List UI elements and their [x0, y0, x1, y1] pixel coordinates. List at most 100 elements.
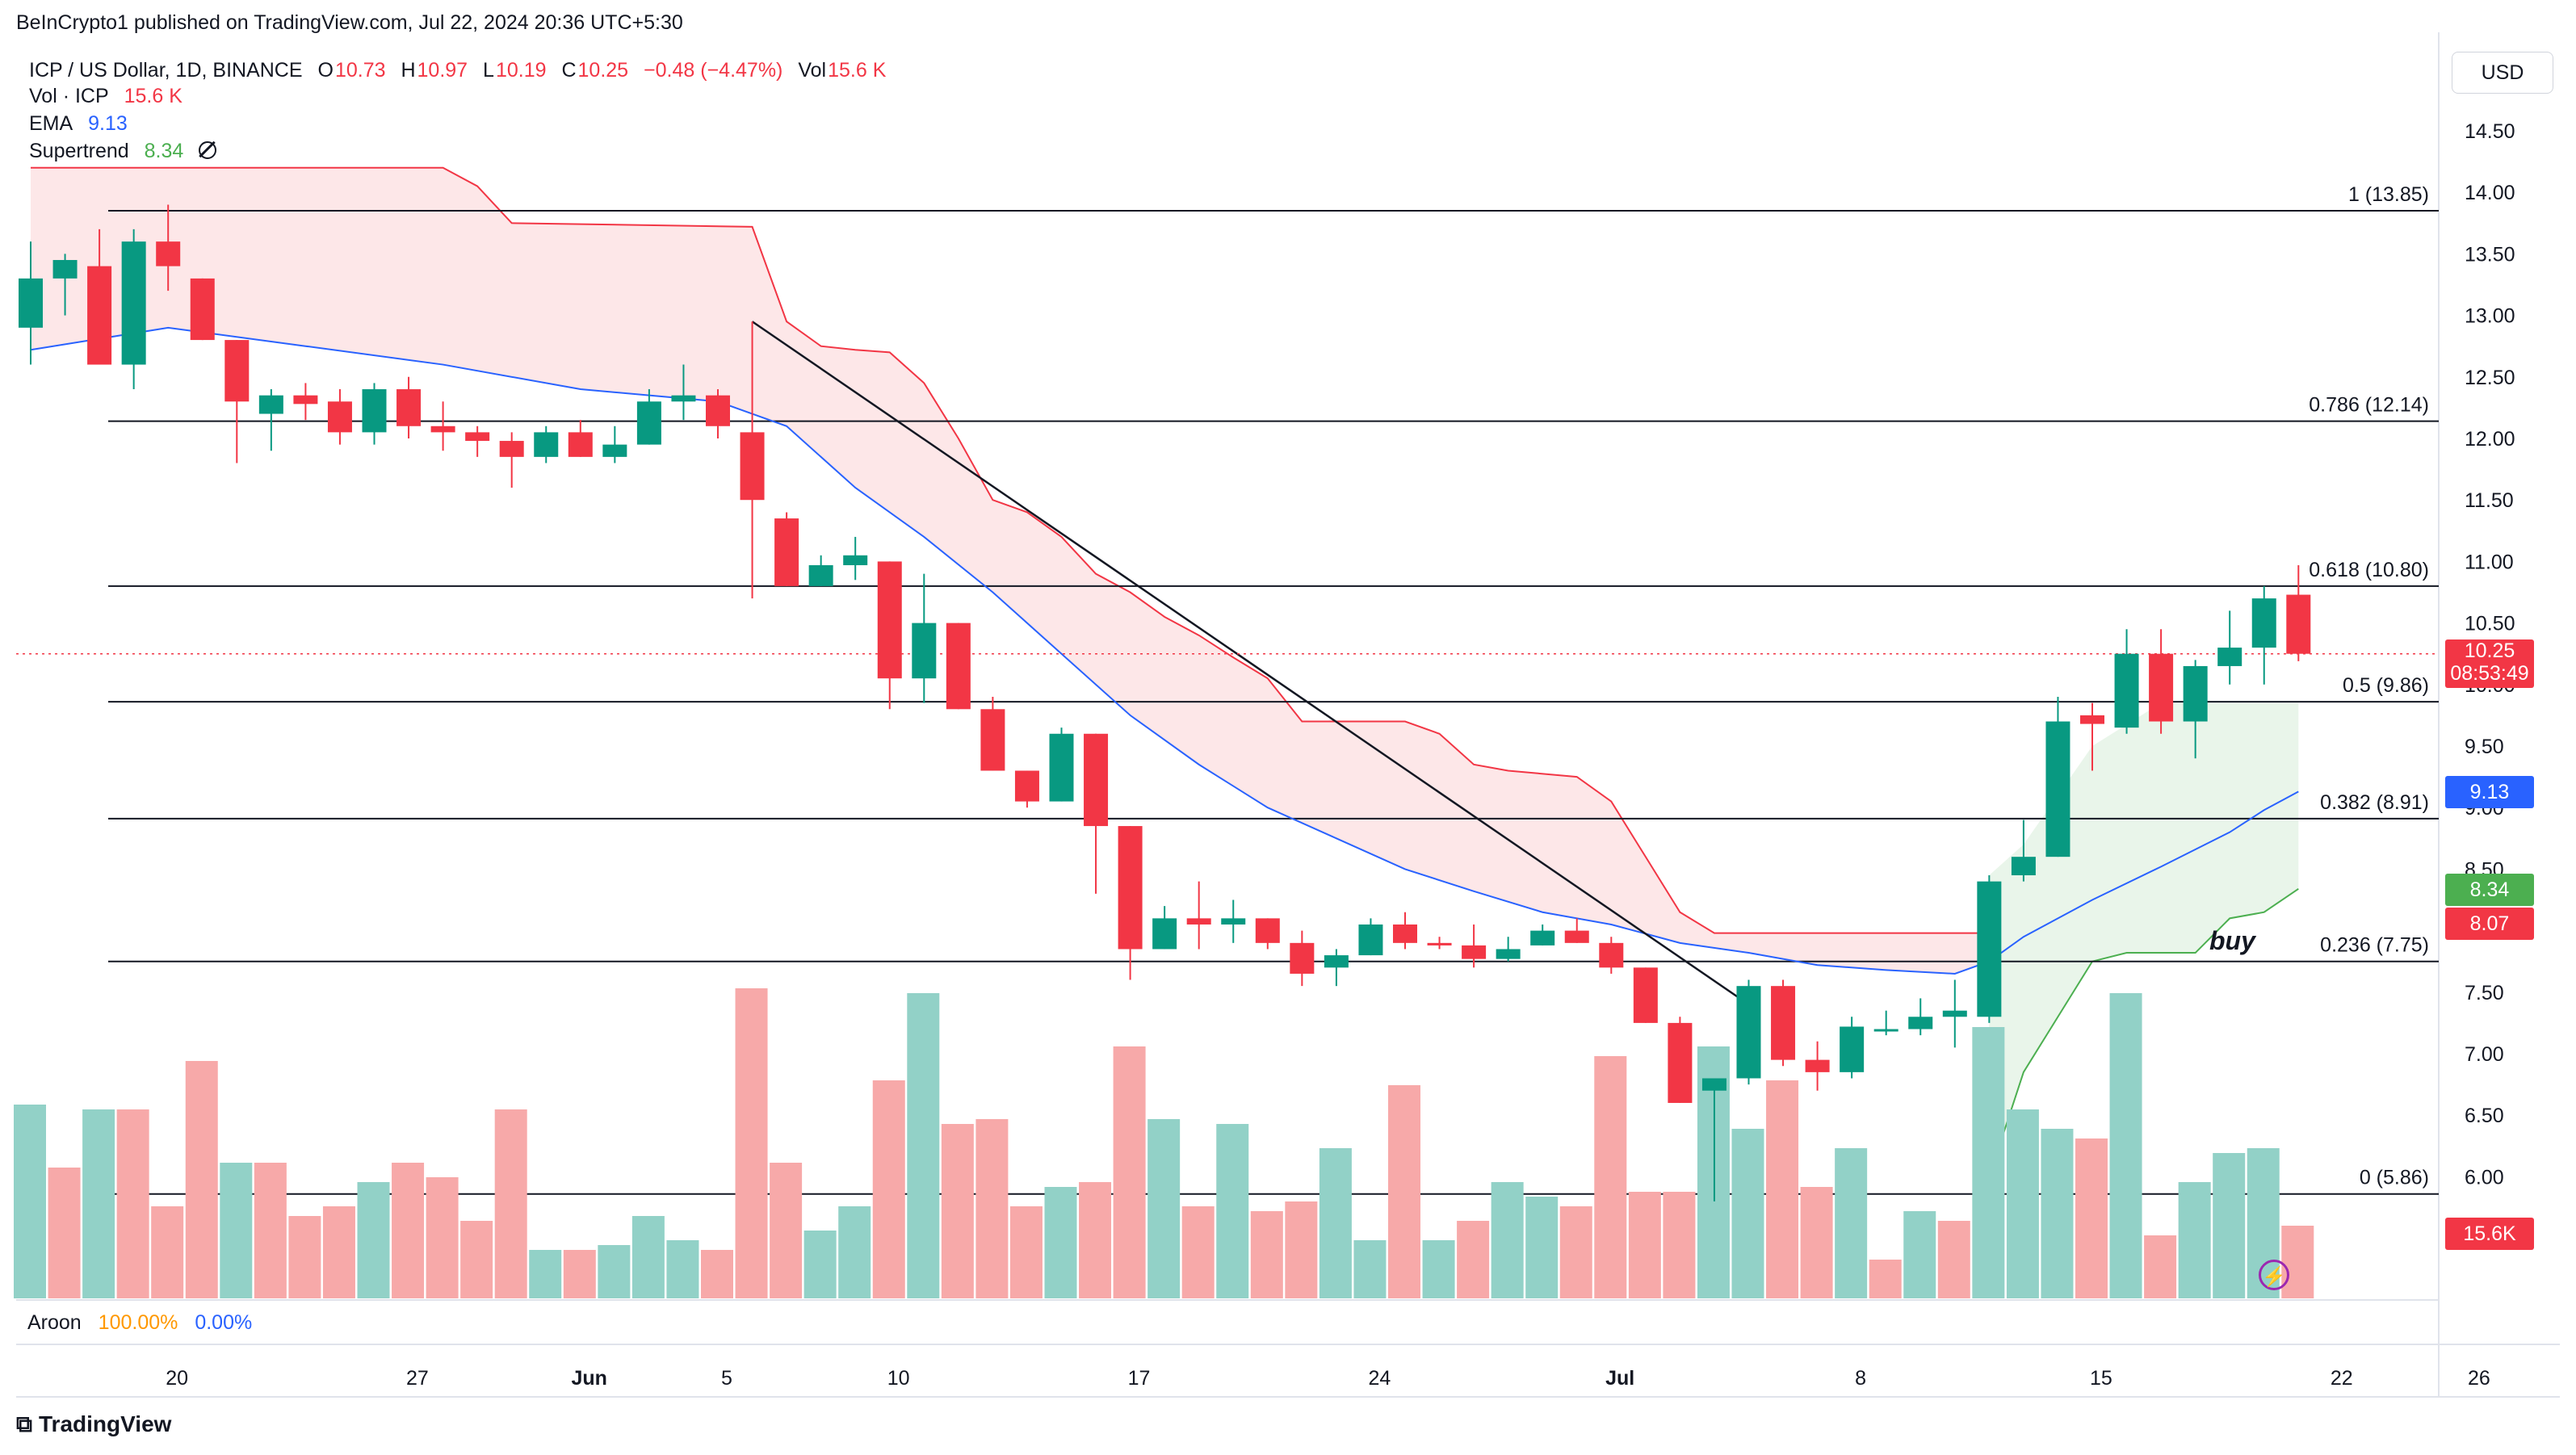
y-tick-0: 14.50 — [2465, 120, 2515, 143]
candle-body-6 — [224, 340, 250, 402]
candle-body-37 — [1290, 942, 1315, 974]
volume-bar-14 — [494, 1109, 527, 1298]
volume-bar-9 — [322, 1206, 355, 1298]
candle-body-58 — [2011, 857, 2036, 876]
tv-icon: ⧉ — [16, 1411, 32, 1436]
volume-bar-63 — [2178, 1182, 2211, 1298]
buy-annotation: buy — [2209, 926, 2257, 955]
volume-bar-45 — [1559, 1206, 1592, 1298]
tradingview-logo-text: TradingView — [39, 1411, 172, 1436]
last-price-value: 10.25 — [2464, 639, 2515, 662]
bolt-icon[interactable]: ⚡ — [2259, 1260, 2289, 1290]
volume-bar-10 — [357, 1182, 390, 1298]
fib-label-6: 0 (5.86) — [2360, 1167, 2429, 1189]
tradingview-logo[interactable]: ⧉ TradingView — [16, 1411, 171, 1438]
currency-button[interactable]: USD — [2452, 52, 2553, 94]
candle-body-42 — [1462, 945, 1487, 959]
volume-bar-12 — [426, 1177, 459, 1298]
candle-body-34 — [1186, 918, 1211, 925]
indicator-supertrend-label: Supertrend — [29, 140, 129, 162]
candle-body-36 — [1255, 918, 1280, 943]
candle-body-59 — [2045, 721, 2070, 857]
candle-body-57 — [1977, 881, 2002, 1017]
x-tick-1: 27 — [406, 1367, 429, 1390]
volume-bar-3 — [116, 1109, 149, 1298]
volume-bar-58 — [2006, 1109, 2039, 1298]
candle-body-39 — [1358, 924, 1383, 956]
volume-bar-34 — [1181, 1206, 1215, 1298]
volume-bar-37 — [1285, 1201, 1318, 1298]
volume-bar-8 — [288, 1216, 321, 1298]
candle-body-0 — [19, 278, 43, 328]
ema-price-tag: 9.13 — [2445, 776, 2534, 808]
candle-body-23 — [808, 564, 833, 586]
hidden-eye-icon[interactable] — [199, 141, 217, 159]
candle-body-20 — [706, 395, 730, 426]
volume-bar-59 — [2041, 1129, 2074, 1298]
candle-body-28 — [980, 709, 1005, 771]
supertrend-price-tag: 8.34 — [2445, 874, 2534, 906]
volume-bar-48 — [1663, 1192, 1696, 1298]
aroon-label: Aroon — [27, 1311, 82, 1334]
volume-bar-25 — [872, 1080, 905, 1298]
y-tick-16: 6.50 — [2465, 1105, 2504, 1127]
volume-bar-20 — [701, 1250, 733, 1298]
volume-bar-13 — [460, 1221, 493, 1298]
candle-body-50 — [1736, 986, 1761, 1079]
candle-body-5 — [190, 278, 215, 341]
volume-bar-23 — [803, 1231, 837, 1298]
symbol-name[interactable]: ICP / US Dollar, 1D, BINANCE — [29, 59, 303, 82]
candle-body-29 — [1014, 770, 1039, 802]
volume-bar-15 — [529, 1250, 562, 1298]
candle-body-8 — [293, 395, 318, 405]
candle-body-31 — [1084, 733, 1109, 827]
candle-body-65 — [2251, 598, 2276, 648]
volume-bar-53 — [1835, 1148, 1868, 1298]
fib-label-1: 0.786 (12.14) — [2309, 394, 2429, 417]
volume-bar-28 — [975, 1119, 1009, 1298]
candle-body-54 — [1873, 1029, 1898, 1032]
indicator-ema-label: EMA — [29, 112, 73, 135]
volume-bar-2 — [82, 1109, 115, 1298]
volume-bar-64 — [2213, 1153, 2246, 1298]
trendline — [751, 321, 1750, 1006]
candle-body-47 — [1633, 967, 1658, 1023]
candle-body-30 — [1049, 733, 1074, 802]
volume-bar-4 — [151, 1206, 184, 1298]
volume-bar-51 — [1766, 1080, 1799, 1298]
volume-bar-24 — [838, 1206, 871, 1298]
y-tick-10: 9.50 — [2465, 736, 2504, 758]
candle-body-43 — [1496, 949, 1521, 959]
y-tick-5: 12.00 — [2465, 428, 2515, 451]
candle-body-16 — [568, 432, 593, 457]
volume-bar-7 — [254, 1163, 287, 1298]
indicator-supertrend[interactable]: Supertrend 8.34 — [29, 139, 218, 163]
candle-body-62 — [2149, 653, 2174, 722]
volume-bar-33 — [1147, 1119, 1181, 1298]
last-price-tag: 10.25 08:53:49 — [2445, 639, 2534, 688]
high-label: H — [401, 59, 416, 82]
volume-bar-35 — [1216, 1124, 1249, 1298]
x-tick-0: 20 — [166, 1367, 188, 1390]
volume-bar-39 — [1353, 1240, 1387, 1298]
volume-bar-62 — [2144, 1235, 2177, 1298]
volume-bar-66 — [2281, 1226, 2314, 1298]
indicator-vol[interactable]: Vol · ICP 15.6 K — [29, 84, 184, 108]
aroon-indicator[interactable]: Aroon 100.00% 0.00% — [27, 1311, 252, 1335]
supertrend-down-line — [31, 166, 1990, 934]
x-tick-10: 22 — [2331, 1367, 2353, 1390]
indicator-ema[interactable]: EMA 9.13 — [29, 111, 129, 136]
fib-label-4: 0.382 (8.91) — [2320, 791, 2429, 814]
volume-bar-17 — [598, 1245, 631, 1298]
candle-body-9 — [327, 401, 352, 433]
volume-bar-52 — [1800, 1187, 1833, 1298]
candle-body-64 — [2217, 648, 2242, 666]
volume-bar-27 — [941, 1124, 974, 1298]
candle-body-7 — [258, 395, 283, 414]
candle-body-51 — [1771, 986, 1796, 1060]
volume-bar-19 — [666, 1240, 699, 1298]
candle-body-24 — [843, 555, 868, 565]
x-tick-9: 15 — [2090, 1367, 2112, 1390]
candle-body-35 — [1221, 918, 1246, 925]
